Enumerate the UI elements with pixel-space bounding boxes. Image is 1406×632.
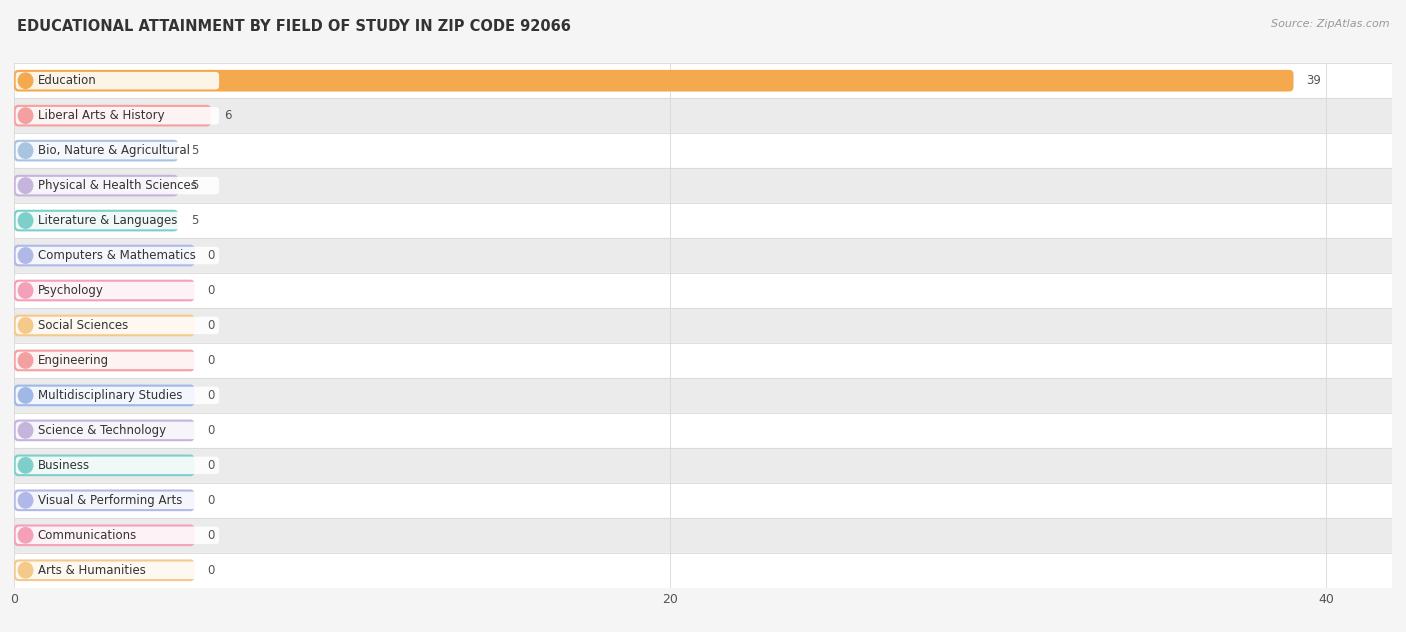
Text: 0: 0	[208, 389, 215, 402]
Bar	[14, 308, 1392, 343]
FancyBboxPatch shape	[14, 315, 194, 336]
FancyBboxPatch shape	[14, 385, 194, 406]
Circle shape	[18, 492, 32, 508]
Circle shape	[18, 283, 32, 298]
Text: 0: 0	[208, 459, 215, 472]
Text: 39: 39	[1306, 74, 1322, 87]
Text: Business: Business	[38, 459, 90, 472]
FancyBboxPatch shape	[14, 175, 179, 197]
Text: Multidisciplinary Studies: Multidisciplinary Studies	[38, 389, 183, 402]
Text: Engineering: Engineering	[38, 354, 108, 367]
Bar	[14, 203, 1392, 238]
Bar	[14, 98, 1392, 133]
FancyBboxPatch shape	[15, 107, 219, 125]
Text: 0: 0	[208, 564, 215, 577]
FancyBboxPatch shape	[14, 245, 194, 266]
Circle shape	[18, 318, 32, 333]
Text: 0: 0	[208, 424, 215, 437]
Text: Bio, Nature & Agricultural: Bio, Nature & Agricultural	[38, 144, 190, 157]
Circle shape	[18, 143, 32, 159]
Text: Source: ZipAtlas.com: Source: ZipAtlas.com	[1271, 19, 1389, 29]
Text: Liberal Arts & History: Liberal Arts & History	[38, 109, 165, 122]
Text: Science & Technology: Science & Technology	[38, 424, 166, 437]
FancyBboxPatch shape	[15, 247, 219, 264]
Text: Education: Education	[38, 74, 97, 87]
Bar	[14, 553, 1392, 588]
FancyBboxPatch shape	[14, 420, 194, 441]
Bar	[14, 343, 1392, 378]
FancyBboxPatch shape	[14, 454, 194, 476]
Text: Psychology: Psychology	[38, 284, 104, 297]
FancyBboxPatch shape	[15, 422, 219, 439]
Bar	[14, 483, 1392, 518]
FancyBboxPatch shape	[15, 492, 219, 509]
Text: 5: 5	[191, 214, 198, 227]
FancyBboxPatch shape	[15, 212, 219, 229]
Text: 0: 0	[208, 494, 215, 507]
FancyBboxPatch shape	[15, 526, 219, 544]
Text: 0: 0	[208, 319, 215, 332]
Circle shape	[18, 458, 32, 473]
Circle shape	[18, 178, 32, 193]
Text: Communications: Communications	[38, 529, 136, 542]
Text: Physical & Health Sciences: Physical & Health Sciences	[38, 179, 197, 192]
FancyBboxPatch shape	[15, 177, 219, 195]
FancyBboxPatch shape	[14, 280, 194, 301]
FancyBboxPatch shape	[14, 490, 194, 511]
Text: 0: 0	[208, 529, 215, 542]
Circle shape	[18, 528, 32, 543]
Circle shape	[18, 387, 32, 403]
FancyBboxPatch shape	[15, 142, 219, 159]
Bar	[14, 133, 1392, 168]
FancyBboxPatch shape	[15, 562, 219, 579]
Bar	[14, 378, 1392, 413]
Text: Arts & Humanities: Arts & Humanities	[38, 564, 146, 577]
FancyBboxPatch shape	[14, 525, 194, 546]
Text: 5: 5	[191, 144, 198, 157]
Circle shape	[18, 562, 32, 578]
Bar	[14, 168, 1392, 203]
FancyBboxPatch shape	[14, 349, 194, 371]
Bar	[14, 238, 1392, 273]
Circle shape	[18, 423, 32, 438]
FancyBboxPatch shape	[15, 457, 219, 474]
FancyBboxPatch shape	[14, 559, 194, 581]
FancyBboxPatch shape	[15, 387, 219, 404]
FancyBboxPatch shape	[14, 105, 211, 126]
Circle shape	[18, 353, 32, 368]
FancyBboxPatch shape	[15, 282, 219, 300]
Text: Computers & Mathematics: Computers & Mathematics	[38, 249, 195, 262]
Text: Visual & Performing Arts: Visual & Performing Arts	[38, 494, 181, 507]
Text: Social Sciences: Social Sciences	[38, 319, 128, 332]
Text: Literature & Languages: Literature & Languages	[38, 214, 177, 227]
Text: 0: 0	[208, 284, 215, 297]
Bar	[14, 413, 1392, 448]
FancyBboxPatch shape	[14, 210, 179, 231]
Circle shape	[18, 108, 32, 123]
Bar	[14, 63, 1392, 98]
FancyBboxPatch shape	[15, 72, 219, 89]
Text: 0: 0	[208, 354, 215, 367]
Bar	[14, 273, 1392, 308]
Bar	[14, 518, 1392, 553]
FancyBboxPatch shape	[15, 352, 219, 369]
Circle shape	[18, 248, 32, 264]
FancyBboxPatch shape	[14, 70, 1294, 92]
Text: 6: 6	[224, 109, 232, 122]
Bar	[14, 448, 1392, 483]
FancyBboxPatch shape	[14, 140, 179, 161]
FancyBboxPatch shape	[15, 317, 219, 334]
Text: EDUCATIONAL ATTAINMENT BY FIELD OF STUDY IN ZIP CODE 92066: EDUCATIONAL ATTAINMENT BY FIELD OF STUDY…	[17, 19, 571, 34]
Circle shape	[18, 73, 32, 88]
Text: 5: 5	[191, 179, 198, 192]
Circle shape	[18, 213, 32, 228]
Text: 0: 0	[208, 249, 215, 262]
